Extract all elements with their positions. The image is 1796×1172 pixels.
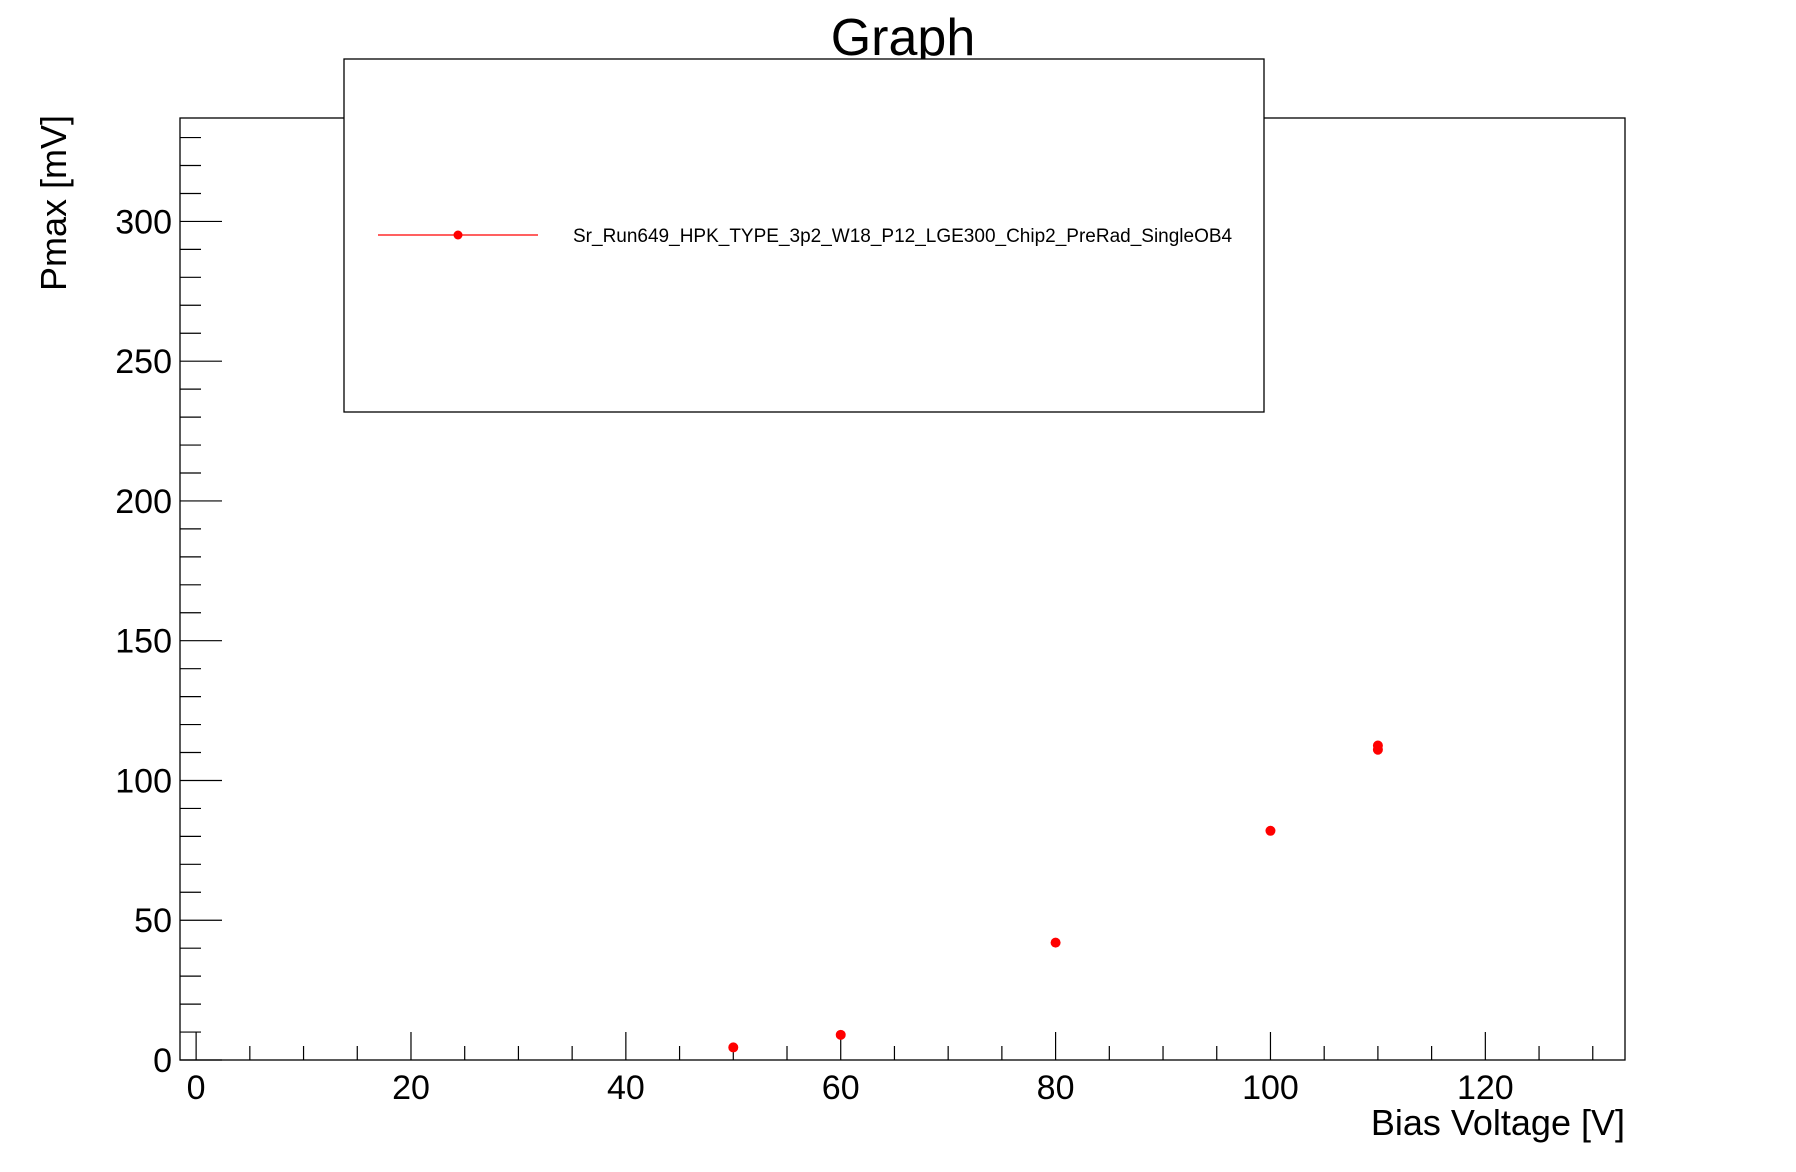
x-tick-label: 40 (607, 1069, 645, 1107)
x-tick-label: 0 (187, 1069, 206, 1107)
y-tick-label: 200 (115, 483, 172, 521)
y-axis-label: Pmax [mV] (33, 115, 74, 291)
legend-entry-label: Sr_Run649_HPK_TYPE_3p2_W18_P12_LGE300_Ch… (573, 226, 1233, 247)
points-layer (728, 740, 1383, 1053)
data-point (1372, 740, 1383, 751)
y-tick-label: 100 (115, 762, 172, 800)
chart-title: Graph (831, 9, 976, 67)
y-tick-label: 250 (115, 343, 172, 381)
x-tick-label: 20 (392, 1069, 430, 1107)
x-tick-label: 100 (1242, 1069, 1299, 1107)
x-tick-label: 80 (1037, 1069, 1075, 1107)
data-point (835, 1029, 846, 1040)
x-axis-label: Bias Voltage [V] (1371, 1102, 1625, 1143)
y-tick-label: 300 (115, 203, 172, 241)
x-tick-label: 120 (1457, 1069, 1514, 1107)
data-point (1265, 825, 1276, 836)
y-tick-label: 150 (115, 623, 172, 661)
y-tick-label: 50 (134, 902, 172, 940)
data-point (728, 1042, 739, 1053)
data-point (1050, 937, 1061, 948)
legend-marker (453, 230, 463, 240)
y-tick-label: 0 (153, 1042, 172, 1080)
axes-layer: 0 20 40 60 80 100 120 0 50 100 150 200 250 300 (115, 117, 1626, 1107)
x-tick-label: 60 (822, 1069, 860, 1107)
legend: Sr_Run649_HPK_TYPE_3p2_W18_P12_LGE300_Ch… (343, 58, 1265, 413)
